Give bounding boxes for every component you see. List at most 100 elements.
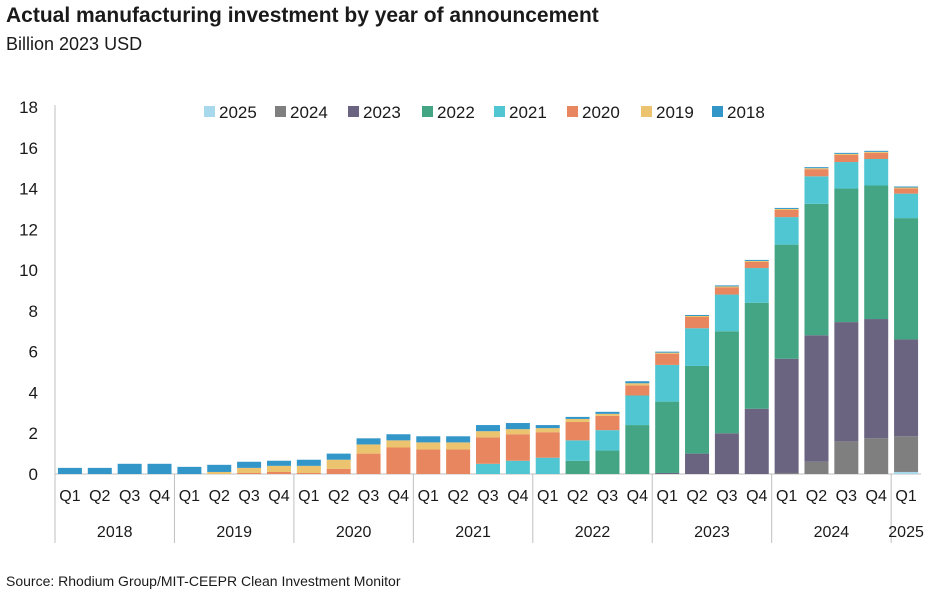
year-label: 2018 [97, 524, 133, 541]
bar-segment-2018 [476, 425, 500, 432]
y-tick-label: 16 [19, 139, 38, 158]
legend-swatch-2018 [712, 106, 723, 117]
x-tick-label: Q1 [776, 488, 797, 505]
x-tick-label: Q1 [418, 488, 439, 505]
bar-segment-2020 [356, 453, 381, 474]
bar-segment-2020 [864, 152, 889, 159]
chart-title: Actual manufacturing investment by year … [6, 4, 599, 27]
bar-segment-2024 [894, 436, 919, 472]
x-tick-label: Q3 [358, 488, 379, 505]
bar-segment-2020 [326, 468, 351, 474]
bar-segment-2018 [117, 463, 142, 474]
legend-swatch-2022 [422, 106, 433, 117]
bar-segment-2019 [416, 442, 441, 450]
bar-segment-2023 [744, 408, 769, 474]
bar-segment-2021 [774, 217, 799, 245]
bar-segment-2023 [685, 453, 710, 474]
y-tick-label: 8 [29, 302, 38, 321]
bar-segment-2019 [565, 418, 590, 423]
bar-segment-2018 [57, 467, 82, 474]
y-tick-label: 6 [29, 343, 38, 362]
bar-segment-2020 [804, 169, 829, 177]
x-tick-label: Q3 [716, 488, 737, 505]
bar-segment-2021 [535, 457, 560, 474]
x-tick-label: Q4 [388, 488, 409, 505]
bar-segment-2021 [714, 294, 739, 332]
bar-segment-2019 [237, 467, 262, 473]
bar-segment-2022 [565, 460, 590, 474]
bar-segment-2024 [864, 438, 889, 474]
bar-segment-2018 [864, 150, 889, 152]
bar-segment-2018 [595, 411, 620, 414]
bar-segment-2024 [774, 472, 799, 474]
bar-segment-2019 [834, 153, 859, 155]
year-label: 2025 [888, 524, 924, 541]
legend-label-2019: 2019 [656, 103, 694, 122]
bar-segment-2020 [714, 287, 739, 295]
x-tick-label: Q3 [119, 488, 140, 505]
year-label: 2024 [814, 524, 850, 541]
bar-segment-2023 [864, 319, 889, 439]
bar-segment-2020 [655, 353, 680, 365]
bar-segment-2019 [655, 352, 680, 354]
bar-segment-2018 [894, 186, 919, 188]
bar-segment-2020 [535, 432, 560, 458]
bar-segment-2021 [655, 364, 680, 402]
x-tick-label: Q2 [567, 488, 588, 505]
bar-segment-2021 [476, 463, 500, 474]
x-tick-label: Q4 [268, 488, 289, 505]
y-tick-label: 14 [19, 180, 38, 199]
x-tick-label: Q4 [507, 488, 528, 505]
bar-segment-2018 [685, 314, 710, 316]
bar-segment-2021 [804, 176, 829, 204]
year-label: 2019 [216, 524, 252, 541]
bar-segment-2019 [326, 459, 351, 469]
bar-segment-2018 [655, 351, 680, 353]
x-tick-label: Q4 [627, 488, 648, 505]
bar-segment-2021 [894, 193, 919, 219]
bar-segment-2022 [595, 450, 620, 474]
legend-label-2023: 2023 [363, 103, 401, 122]
bar-segment-2018 [237, 461, 262, 468]
bar-segment-2018 [296, 459, 321, 466]
legend-swatch-2025 [204, 106, 215, 117]
x-tick-label: Q4 [746, 488, 767, 505]
bar-segment-2018 [804, 167, 829, 169]
legend-label-2024: 2024 [290, 103, 328, 122]
x-tick-label: Q1 [59, 488, 80, 505]
bar-segment-2019 [804, 168, 829, 170]
bar-segment-2022 [894, 218, 919, 340]
bar-segment-2018 [326, 453, 351, 460]
bar-segment-2022 [804, 203, 829, 336]
bar-segment-2019 [864, 151, 889, 153]
bar-segment-2021 [744, 268, 769, 303]
bar-segment-2019 [296, 465, 321, 473]
bar-segment-2021 [834, 162, 859, 189]
bar-segment-2023 [655, 472, 680, 474]
bar-segment-2023 [714, 433, 739, 474]
bar-segment-2019 [714, 286, 739, 288]
bar-segment-2022 [864, 185, 889, 320]
y-tick-label: 18 [19, 98, 38, 117]
bar-segment-2018 [266, 460, 291, 466]
legend-swatch-2024 [275, 106, 286, 117]
y-tick-label: 12 [19, 220, 38, 239]
legend-label-2018: 2018 [727, 103, 765, 122]
bar-segment-2022 [714, 331, 739, 434]
x-tick-label: Q1 [657, 488, 678, 505]
legend-label-2021: 2021 [509, 103, 547, 122]
bar-segment-2020 [894, 188, 919, 194]
bar-segment-2020 [446, 449, 471, 474]
x-tick-label: Q2 [806, 488, 827, 505]
legend-swatch-2021 [494, 106, 505, 117]
y-tick-label: 10 [19, 261, 38, 280]
legend-swatch-2019 [641, 106, 652, 117]
bar-segment-2019 [744, 260, 769, 262]
x-tick-label: Q1 [179, 488, 200, 505]
x-tick-label: Q3 [836, 488, 857, 505]
bar-segment-2020 [386, 447, 411, 474]
bar-segment-2018 [207, 464, 232, 472]
bar-segment-2018 [147, 463, 172, 474]
x-tick-label: Q1 [298, 488, 319, 505]
x-tick-label: Q3 [238, 488, 259, 505]
